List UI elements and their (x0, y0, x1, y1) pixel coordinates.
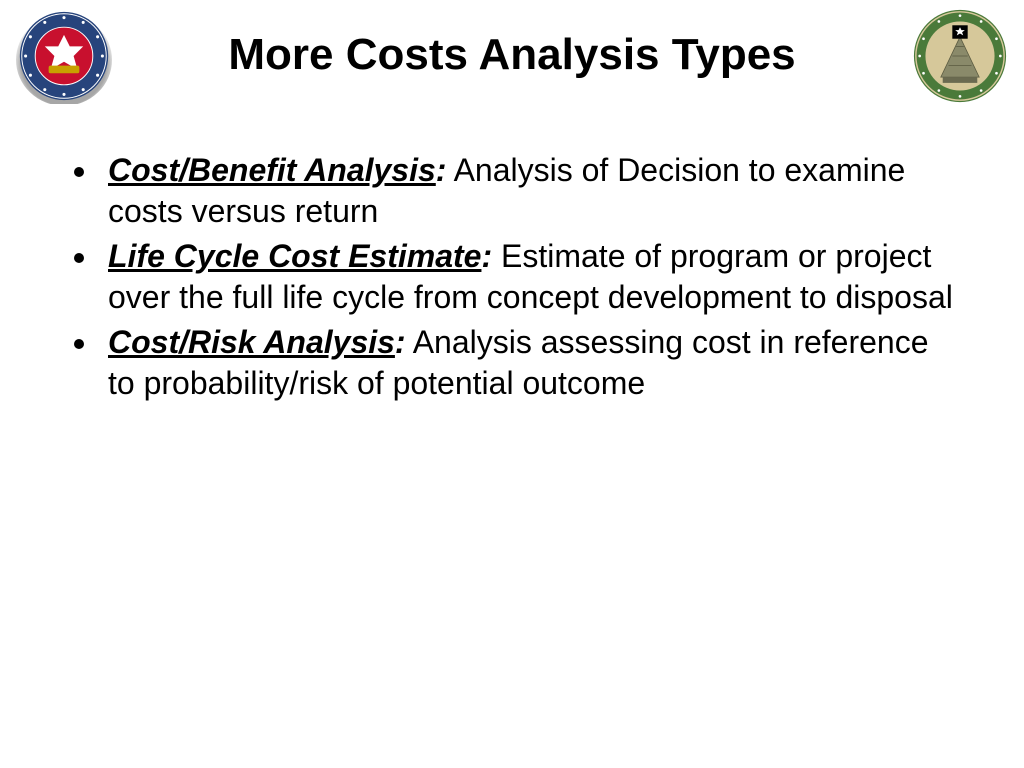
term-label: Life Cycle Cost Estimate (108, 238, 481, 274)
term-colon: : (436, 152, 447, 188)
term-colon: : (481, 238, 492, 274)
seal-left-icon (16, 8, 112, 104)
bullet-list: Cost/Benefit Analysis: Analysis of Decis… (60, 150, 964, 404)
list-item: Cost/Benefit Analysis: Analysis of Decis… (100, 150, 964, 232)
term-colon: : (395, 324, 406, 360)
list-item: Cost/Risk Analysis: Analysis assessing c… (100, 322, 964, 404)
term-label: Cost/Benefit Analysis (108, 152, 436, 188)
slide-title: More Costs Analysis Types (228, 30, 795, 80)
slide-body: Cost/Benefit Analysis: Analysis of Decis… (0, 150, 1024, 404)
term-label: Cost/Risk Analysis (108, 324, 395, 360)
list-item: Life Cycle Cost Estimate: Estimate of pr… (100, 236, 964, 318)
slide-header: More Costs Analysis Types (0, 0, 1024, 80)
seal-right-icon (912, 8, 1008, 104)
